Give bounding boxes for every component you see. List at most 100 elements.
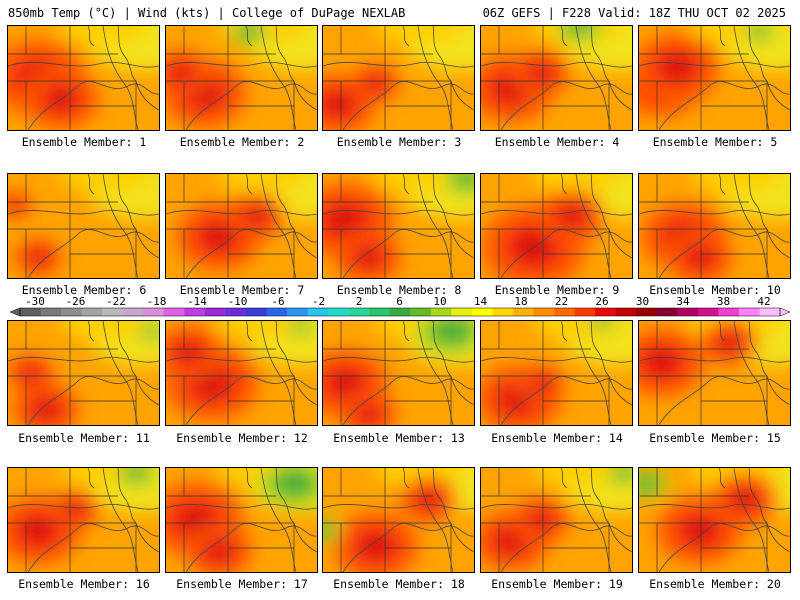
colorbar-swatch	[410, 308, 432, 316]
contour-lines	[8, 468, 159, 572]
contour-lines	[166, 174, 317, 278]
ensemble-member-label: Ensemble Member: 12	[176, 431, 308, 445]
model-run-info: 06Z GEFS | F228 Valid: 18Z THU OCT 02 20…	[482, 6, 786, 20]
colorbar-swatch	[389, 308, 411, 316]
colorbar-swatch	[102, 308, 124, 316]
state-borders	[323, 321, 474, 425]
colorbar-tick-label: 18	[514, 296, 527, 308]
colorbar-swatch	[287, 308, 309, 316]
colorbar-swatch	[595, 308, 617, 316]
colorbar-tick-label: -2	[312, 296, 325, 308]
ensemble-member-map	[165, 173, 318, 279]
ensemble-member-map	[480, 320, 633, 426]
colorbar-swatch	[369, 308, 391, 316]
ensemble-member-map	[322, 173, 475, 279]
ensemble-member-label: Ensemble Member: 14	[491, 431, 623, 445]
colorbar-tick-label: 38	[717, 296, 730, 308]
contour-lines	[8, 321, 159, 425]
colorbar-swatch	[636, 308, 658, 316]
colorbar-swatch	[718, 308, 740, 316]
state-borders	[639, 468, 790, 572]
colorbar-swatch	[512, 308, 535, 316]
colorbar-swatch	[738, 308, 760, 316]
colorbar-tick-label: 34	[676, 296, 690, 308]
ensemble-member-map	[165, 320, 318, 426]
colorbar-swatch	[677, 308, 699, 316]
colorbar-swatch	[615, 308, 637, 316]
colorbar-swatch	[20, 308, 42, 316]
contour-lines	[166, 468, 317, 572]
contour-lines	[481, 321, 632, 425]
ensemble-member-label: Ensemble Member: 2	[179, 135, 305, 149]
ensemble-member-label: Ensemble Member: 3	[336, 135, 462, 149]
ensemble-member-map	[7, 173, 160, 279]
ensemble-member-label: Ensemble Member: 6	[21, 283, 147, 297]
state-borders	[166, 26, 317, 130]
colorbar-swatch	[492, 308, 514, 316]
ensemble-member-map	[7, 467, 160, 573]
contour-lines	[323, 468, 474, 572]
colorbar-swatch	[40, 308, 62, 316]
state-borders	[481, 468, 632, 572]
contour-lines	[639, 468, 790, 572]
ensemble-member-label: Ensemble Member: 19	[491, 577, 623, 591]
colorbar-swatch	[348, 308, 370, 316]
colorbar-swatch	[759, 308, 781, 316]
state-borders	[481, 26, 632, 130]
colorbar-tick-label: 22	[555, 296, 568, 308]
contour-lines	[639, 321, 790, 425]
colorbar-tick-label: -14	[187, 296, 207, 308]
contour-lines	[323, 26, 474, 130]
contour-lines	[8, 26, 159, 130]
contour-lines	[481, 468, 632, 572]
ensemble-member-label: Ensemble Member: 8	[336, 283, 462, 297]
ensemble-member-map	[322, 320, 475, 426]
ensemble-member-label: Ensemble Member: 4	[494, 135, 620, 149]
contour-lines	[481, 26, 632, 130]
colorbar-swatch	[143, 308, 165, 316]
ensemble-member-label: Ensemble Member: 1	[21, 135, 147, 149]
ensemble-member-map	[322, 25, 475, 131]
state-borders	[481, 321, 632, 425]
contour-lines	[323, 174, 474, 278]
ensemble-member-label: Ensemble Member: 20	[649, 577, 781, 591]
contour-lines	[639, 26, 790, 130]
colorbar-tick-label: 26	[595, 296, 608, 308]
ensemble-member-label: Ensemble Member: 18	[333, 577, 465, 591]
contour-lines	[8, 174, 159, 278]
ensemble-member-map	[7, 320, 160, 426]
ensemble-member-map	[638, 320, 791, 426]
ensemble-member-map	[638, 467, 791, 573]
contour-lines	[166, 321, 317, 425]
colorbar-swatch	[574, 308, 596, 316]
colorbar-tick-label: -10	[228, 296, 248, 308]
colorbar-swatch	[81, 308, 103, 316]
colorbar-swatch	[328, 308, 350, 316]
colorbar-swatch	[697, 308, 719, 316]
colorbar-tick-label: -18	[147, 296, 167, 308]
colorbar-tick-label: 30	[636, 296, 649, 308]
contour-lines	[323, 321, 474, 425]
colorbar-swatch	[266, 308, 288, 316]
ensemble-member-label: Ensemble Member: 5	[652, 135, 778, 149]
state-borders	[323, 468, 474, 572]
colorbar-tick-label: 2	[356, 296, 363, 308]
colorbar-swatch	[430, 308, 452, 316]
colorbar-tick-label: -22	[106, 296, 126, 308]
colorbar-tick-label: -26	[66, 296, 86, 308]
state-borders	[323, 26, 474, 130]
colorbar-swatch	[204, 308, 226, 316]
colorbar-tick-label: 10	[433, 296, 446, 308]
state-borders	[639, 321, 790, 425]
ensemble-member-map	[480, 173, 633, 279]
ensemble-member-map	[480, 467, 633, 573]
ensemble-member-map	[480, 25, 633, 131]
colorbar-swatch	[554, 308, 576, 316]
ensemble-member-map	[7, 25, 160, 131]
colorbar-swatch	[61, 308, 83, 316]
colorbar-tick-label: -30	[25, 296, 45, 308]
contour-lines	[481, 174, 632, 278]
colorbar-min-arrow	[9, 307, 21, 317]
ensemble-member-label: Ensemble Member: 15	[649, 431, 781, 445]
ensemble-member-map	[322, 467, 475, 573]
